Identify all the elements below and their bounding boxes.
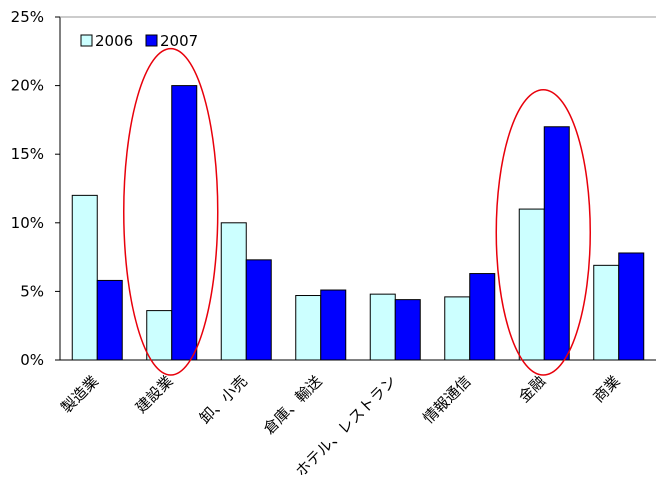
legend-label-2007: 2007 — [160, 32, 198, 50]
legend: 2006 2007 — [80, 32, 198, 50]
bar-2006-5 — [444, 296, 471, 361]
bar-2007-0 — [96, 279, 123, 361]
legend-label-2006: 2006 — [95, 32, 133, 50]
x-category-label: 情報通信 — [419, 372, 474, 427]
bar-2006-7 — [593, 264, 620, 361]
highlight-ellipse — [123, 47, 219, 376]
bar-2007-4 — [394, 299, 421, 361]
x-category-label: 卸、小売 — [196, 372, 251, 427]
y-tick-label: 25% — [11, 8, 44, 26]
bar-2006-6 — [518, 208, 545, 361]
x-category-label: 商業 — [590, 372, 624, 406]
bar-2007-7 — [618, 252, 645, 361]
x-category-label: 製造業 — [58, 372, 103, 417]
y-tick-label: 10% — [11, 214, 44, 232]
bar-2006-3 — [295, 295, 322, 361]
bar-2007-2 — [245, 259, 272, 361]
bar-2007-5 — [469, 273, 496, 361]
x-category-label: 建設業 — [132, 372, 177, 417]
bar-2006-1 — [146, 310, 173, 361]
legend-swatch-2007 — [145, 34, 158, 47]
bar-2006-2 — [220, 222, 247, 361]
y-tick-label: 0% — [20, 351, 44, 369]
bar-2007-1 — [171, 85, 198, 361]
bar-2006-4 — [369, 293, 396, 361]
legend-swatch-2006 — [80, 34, 93, 47]
bar-2006-0 — [71, 194, 98, 361]
x-category-label: 倉庫、輸送 — [260, 372, 326, 438]
x-category-label: 金融 — [515, 372, 549, 406]
y-tick-label: 15% — [11, 145, 44, 163]
y-tick-label: 20% — [11, 77, 44, 95]
bar-2007-6 — [543, 126, 570, 361]
highlight-ellipse — [495, 89, 591, 376]
bar-2007-3 — [320, 289, 347, 361]
y-tick-label: 5% — [20, 282, 44, 300]
